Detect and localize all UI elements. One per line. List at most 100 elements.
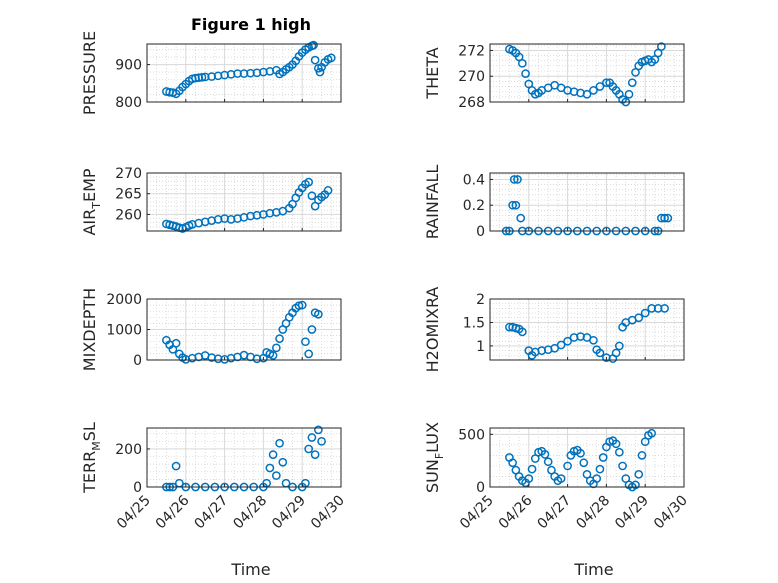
y-tick-label: 1000 — [106, 323, 142, 339]
axes-box — [146, 427, 342, 488]
data-point — [310, 450, 320, 459]
y-tick-label: 2000 — [106, 292, 142, 308]
y-tick-label: 0 — [476, 224, 485, 240]
y-axis-label-text: SL — [80, 422, 99, 441]
y-tick-label: 0 — [133, 480, 142, 496]
data-point — [297, 300, 307, 310]
data-point — [579, 458, 589, 468]
y-axis-label-text: TERR — [80, 451, 99, 494]
y-tick-label: 0.2 — [463, 198, 485, 214]
axes-box — [489, 427, 685, 488]
data-point — [637, 451, 647, 460]
y-tick-label: 900 — [115, 58, 142, 74]
subplot-rainfall: 0 0.2 0.4 RAINFALL — [423, 165, 685, 240]
data-point — [527, 464, 537, 474]
y-tick-label: 0 — [133, 353, 142, 369]
x-tick-label: 04/30 — [651, 493, 691, 533]
data-point — [614, 447, 624, 457]
data-point — [307, 325, 317, 334]
y-axis-label-text: SUN — [423, 459, 442, 493]
data-point — [307, 433, 317, 442]
data-point — [602, 78, 611, 88]
y-axis-label-text: LUX — [423, 422, 442, 453]
y-tick-label: 1.5 — [463, 315, 485, 331]
x-tick-label: 04/25 — [457, 493, 497, 533]
data-point — [589, 335, 598, 345]
y-tick-label: 0 — [476, 480, 485, 496]
data-point — [294, 301, 304, 311]
y-axis-label: H2OMIXRA — [423, 287, 442, 373]
y-axis-label-text: EMP — [80, 168, 99, 202]
y-tick-label: 260 — [115, 207, 142, 223]
y-axis-label: PRESSURE — [80, 31, 99, 115]
data-point — [304, 349, 314, 359]
data-point — [624, 89, 634, 99]
data-point — [563, 461, 572, 471]
data-point — [634, 470, 644, 479]
data-point — [589, 86, 598, 95]
y-tick-label: 270 — [458, 69, 485, 85]
data-point — [550, 343, 560, 353]
axes-box — [146, 43, 342, 103]
y-tick-label: 200 — [115, 442, 142, 458]
data-point — [278, 457, 288, 467]
data-point — [511, 200, 521, 210]
subplot-mixdepth: 0 1000 2000 MIXDEPTH — [80, 288, 342, 371]
data-point — [314, 425, 323, 435]
y-tick-label: 265 — [115, 187, 142, 203]
y-axis-label: SUNFLUX — [423, 422, 446, 493]
data-point — [634, 313, 644, 323]
data-point — [592, 474, 602, 483]
data-point — [171, 461, 181, 471]
data-point — [595, 82, 605, 91]
x-tick-label: 04/29 — [612, 493, 652, 533]
y-axis-label-subscript: T — [90, 202, 103, 210]
y-tick-label: 2 — [476, 292, 485, 308]
y-tick-label: 0.4 — [463, 172, 485, 188]
data-point — [595, 348, 605, 358]
x-tick-label: 04/28 — [230, 493, 270, 533]
data-point — [660, 213, 669, 223]
y-tick-label: 268 — [458, 95, 485, 111]
data-point — [524, 474, 534, 483]
data-point — [508, 458, 517, 468]
axes-background — [490, 173, 684, 231]
data-point — [323, 186, 333, 195]
y-axis-label: THETA — [423, 47, 442, 99]
data-point — [301, 337, 310, 347]
data-point — [508, 200, 517, 210]
data-point — [516, 213, 526, 223]
data-point — [513, 175, 522, 184]
x-tick-label: 04/27 — [192, 493, 232, 533]
x-tick-label: 04/25 — [114, 493, 154, 533]
x-tick-label: 04/27 — [535, 493, 575, 533]
data-point — [663, 213, 673, 223]
data-point — [315, 67, 325, 77]
axes-box — [489, 298, 685, 361]
y-tick-label: 272 — [458, 43, 485, 59]
data-point — [517, 58, 527, 68]
data-point — [304, 444, 314, 454]
data-point — [595, 464, 605, 474]
data-point — [271, 471, 281, 480]
y-axis-label-text: AIR — [80, 209, 99, 236]
x-tick-label: 04/28 — [573, 493, 613, 533]
y-axis-label-subscript: F — [433, 453, 446, 459]
y-tick-label: 1 — [476, 339, 485, 355]
data-point — [618, 461, 627, 471]
data-point — [517, 327, 527, 337]
y-tick-label: 800 — [115, 95, 142, 111]
x-tick-label: 04/30 — [308, 493, 348, 533]
x-tick-label: 04/26 — [496, 492, 536, 532]
data-point — [657, 42, 666, 51]
data-point — [556, 340, 566, 350]
data-point — [598, 453, 608, 462]
subplot-pressure: 800 900 PRESSURE — [80, 31, 342, 115]
data-point — [265, 463, 275, 473]
data-point — [268, 450, 278, 459]
data-point — [647, 428, 657, 438]
data-point — [611, 348, 621, 358]
